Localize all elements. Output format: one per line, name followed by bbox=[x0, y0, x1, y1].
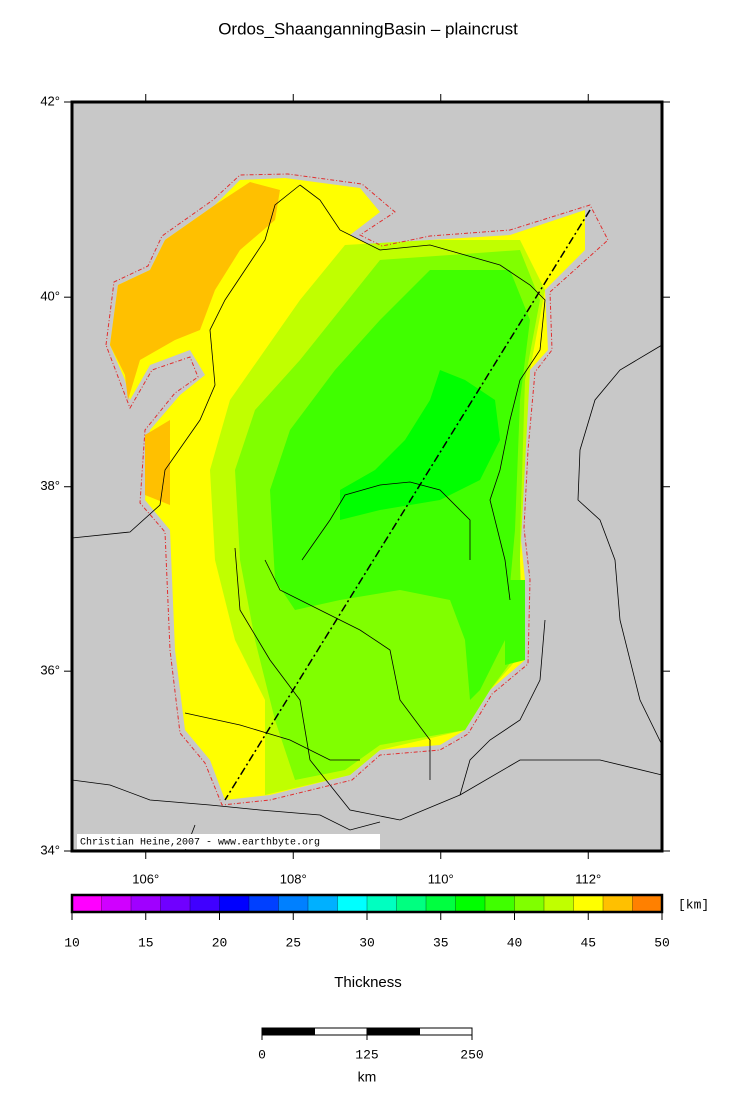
colorbar-label: 10 bbox=[64, 935, 80, 950]
river bbox=[299, 184, 546, 601]
colorbar-label: 30 bbox=[359, 935, 375, 950]
river bbox=[72, 184, 301, 539]
credit-box bbox=[77, 834, 380, 849]
basin-outline bbox=[105, 173, 609, 806]
lon-label: 106° bbox=[132, 871, 159, 886]
colorbar-segment bbox=[307, 894, 339, 913]
colorbar-label: 25 bbox=[285, 935, 301, 950]
scale-segment bbox=[261, 1027, 315, 1036]
scale-segment bbox=[419, 1027, 473, 1036]
colorbar-segment bbox=[425, 894, 457, 913]
profile-line bbox=[224, 209, 591, 801]
colorbar-segment bbox=[396, 894, 427, 913]
colorbar-label: 45 bbox=[580, 935, 596, 950]
river bbox=[184, 712, 360, 761]
colorbar-segment bbox=[484, 894, 516, 913]
basin-green bbox=[505, 580, 525, 665]
colorbar-label: 40 bbox=[507, 935, 523, 950]
lon-label: 112° bbox=[575, 871, 601, 886]
scale-label: 125 bbox=[355, 1047, 378, 1062]
scale-label: 0 bbox=[258, 1047, 266, 1062]
colorbar-segment bbox=[130, 894, 162, 913]
lon-label: 108° bbox=[280, 871, 307, 886]
colorbar-label: 50 bbox=[654, 935, 670, 950]
scale-segment bbox=[366, 1027, 420, 1036]
river bbox=[459, 619, 546, 796]
lat-label: 38° bbox=[40, 478, 60, 493]
colorbar-segment bbox=[219, 894, 250, 913]
lat-label: 42° bbox=[40, 93, 60, 108]
lat-label: 40° bbox=[40, 289, 60, 304]
river bbox=[234, 547, 662, 821]
colorbar-segment bbox=[278, 894, 309, 913]
scale-label: 250 bbox=[460, 1047, 483, 1062]
map: Christian Heine,2007 - www.earthbyte.org bbox=[72, 102, 662, 851]
colorbar-segment bbox=[101, 894, 132, 913]
title: Ordos_ShaanganningBasin – plaincrust bbox=[218, 19, 518, 38]
scale-segment bbox=[314, 1027, 368, 1036]
lat-label: 34° bbox=[40, 842, 60, 857]
credit: Christian Heine,2007 - www.earthbyte.org bbox=[80, 837, 320, 849]
colorbar-segment bbox=[455, 894, 486, 913]
colorbar-segment bbox=[71, 894, 103, 913]
map-frame bbox=[70, 100, 664, 853]
river bbox=[577, 344, 662, 746]
colorbar-segment bbox=[602, 894, 634, 913]
river bbox=[301, 481, 471, 561]
colorbar-segment bbox=[632, 894, 663, 913]
lon-label: 110° bbox=[428, 871, 454, 886]
colorbar-unit: [km] bbox=[678, 897, 709, 912]
river bbox=[264, 559, 431, 780]
colorbar-label: 35 bbox=[433, 935, 449, 950]
river bbox=[72, 779, 381, 831]
scale-unit: km bbox=[358, 1069, 377, 1085]
colorbar-segment bbox=[514, 894, 545, 913]
colorbar-segment bbox=[573, 894, 604, 913]
colorbar-segment bbox=[189, 894, 221, 913]
basin-orange bbox=[110, 182, 280, 400]
colorbar-label: 20 bbox=[212, 935, 228, 950]
colorbar-segment bbox=[337, 894, 368, 913]
lat-label: 36° bbox=[40, 663, 60, 678]
colorbar-title: Thickness bbox=[334, 974, 402, 991]
basin-core bbox=[340, 370, 500, 520]
colorbar-segment bbox=[366, 894, 398, 913]
colorbar-segment bbox=[543, 894, 575, 913]
colorbar-label: 15 bbox=[138, 935, 154, 950]
basin-orange bbox=[145, 420, 170, 505]
colorbar-segment bbox=[160, 894, 191, 913]
colorbar-segment bbox=[248, 894, 280, 913]
